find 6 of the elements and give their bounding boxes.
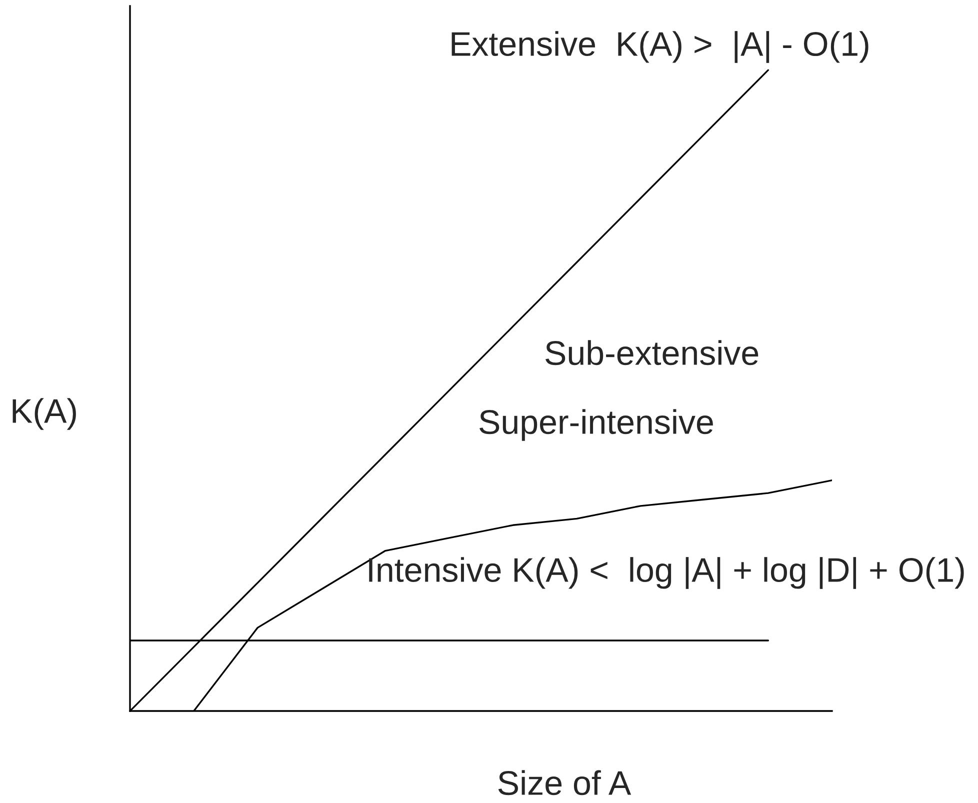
text: Extensive K(A) > |A| - O(1) [452,31,868,63]
y-axis-title: K(A) [12,398,76,430]
annotation: Intensive K(A) < log |A| + log |D| + O(1) [369,557,964,589]
annotation: Super-intensive [480,409,713,441]
x-axis-title: Size of A [498,770,632,796]
annotation: Sub-extensive [546,340,758,366]
